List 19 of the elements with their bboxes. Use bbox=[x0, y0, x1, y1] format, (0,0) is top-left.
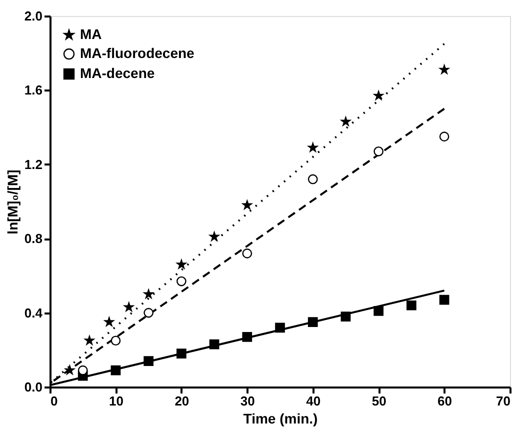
x-tick-label: 60 bbox=[438, 394, 452, 408]
y-tick-label: 0.0 bbox=[24, 380, 42, 394]
x-axis-title: Time (min.) bbox=[243, 410, 318, 426]
legend-label: MA-decene bbox=[80, 65, 155, 81]
x-tick-label: 30 bbox=[240, 394, 255, 408]
y-tick-label: 0.4 bbox=[24, 305, 44, 320]
x-tick-label: 0 bbox=[50, 394, 58, 408]
y-tick-label: 0.8 bbox=[24, 231, 42, 246]
x-tick-label: 40 bbox=[306, 394, 321, 408]
y-tick-label: 1.6 bbox=[24, 82, 42, 98]
x-tick-label: 10 bbox=[108, 394, 124, 408]
legend-label: MA bbox=[80, 26, 102, 42]
legend-label: MA-fluorodecene bbox=[80, 45, 195, 61]
x-tick-label: 70 bbox=[496, 394, 510, 408]
y-tick-label: 2.0 bbox=[24, 8, 42, 24]
x-tick-label: 20 bbox=[174, 394, 190, 408]
x-tick-label: 50 bbox=[372, 394, 386, 408]
y-axis-title: ln[M]₀/[M] bbox=[4, 170, 20, 234]
y-tick-label: 1.2 bbox=[24, 156, 42, 172]
